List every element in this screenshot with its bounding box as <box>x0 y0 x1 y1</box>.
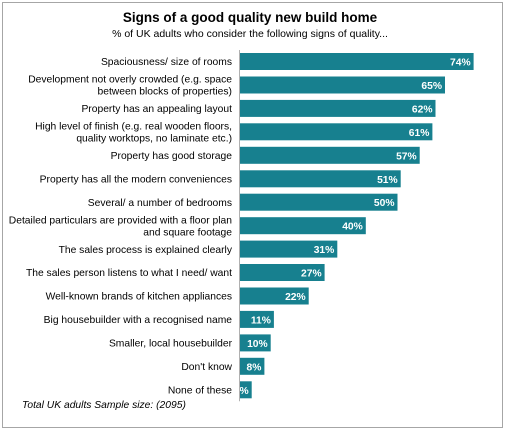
bar-value-label: 4% <box>234 386 249 397</box>
bar-value-label: 22% <box>285 292 306 303</box>
chart-subtitle: % of UK adults who consider the followin… <box>112 28 388 40</box>
bar-value-label: 61% <box>409 128 430 139</box>
bars-group: 74% Spaciousness/ size of rooms 65% Develop… <box>9 53 474 399</box>
bar-value-label: 8% <box>247 362 262 373</box>
category-label: The sales process is explained clearly <box>59 245 233 256</box>
category-label: The sales person listens to what I need/… <box>26 268 232 279</box>
category-label: Property has an appealing layout <box>81 104 232 115</box>
category-label: Smaller, local housebuilder <box>109 339 233 350</box>
bar <box>239 357 265 375</box>
bar-value-label: 62% <box>412 104 433 115</box>
bar <box>239 99 436 117</box>
category-label: and square footage <box>143 227 232 238</box>
category-label: Don't know <box>181 362 232 373</box>
bar <box>239 287 309 305</box>
bar <box>239 193 398 211</box>
category-label: None of these <box>168 386 232 397</box>
bar <box>239 217 366 235</box>
bar <box>239 53 474 70</box>
category-label: Development not overly crowded (e.g. spa… <box>28 75 232 86</box>
bar <box>239 264 325 281</box>
bar-value-label: 57% <box>396 151 417 162</box>
category-label: Spaciousness/ size of rooms <box>101 57 232 68</box>
category-label: Several/ a number of bedrooms <box>88 198 232 209</box>
bar-value-label: 31% <box>314 245 335 256</box>
bar <box>239 381 252 399</box>
bar <box>239 310 274 328</box>
category-label: Property has good storage <box>111 151 233 162</box>
bar-value-label: 74% <box>450 58 471 69</box>
category-label: quality worktops, no laminate etc.) <box>76 134 232 145</box>
bar-value-label: 10% <box>247 339 268 350</box>
bar <box>239 123 433 141</box>
bar-value-label: 40% <box>342 222 363 233</box>
bar-value-label: 65% <box>421 81 442 92</box>
bar-value-label: 51% <box>377 175 398 186</box>
chart-frame <box>2 2 503 428</box>
category-label: Detailed particulars are provided with a… <box>9 215 232 226</box>
chart-title: Signs of a good quality new build home <box>123 10 378 25</box>
bar <box>239 240 338 258</box>
bar-value-label: 27% <box>301 269 322 280</box>
bar <box>239 146 420 164</box>
category-label: High level of finish (e.g. real wooden f… <box>35 122 232 133</box>
bar <box>239 170 401 188</box>
footnote: Total UK adults Sample size: (2095) <box>22 400 186 411</box>
bar <box>239 76 445 94</box>
category-label: Well-known brands of kitchen appliances <box>46 292 232 303</box>
category-label: Big housebuilder with a recognised name <box>44 315 233 326</box>
bar <box>239 334 271 352</box>
bar-value-label: 50% <box>374 198 395 209</box>
category-label: Property has all the modern conveniences <box>40 174 232 185</box>
category-label: between blocks of properties) <box>97 87 232 98</box>
bar-value-label: 11% <box>251 315 271 326</box>
